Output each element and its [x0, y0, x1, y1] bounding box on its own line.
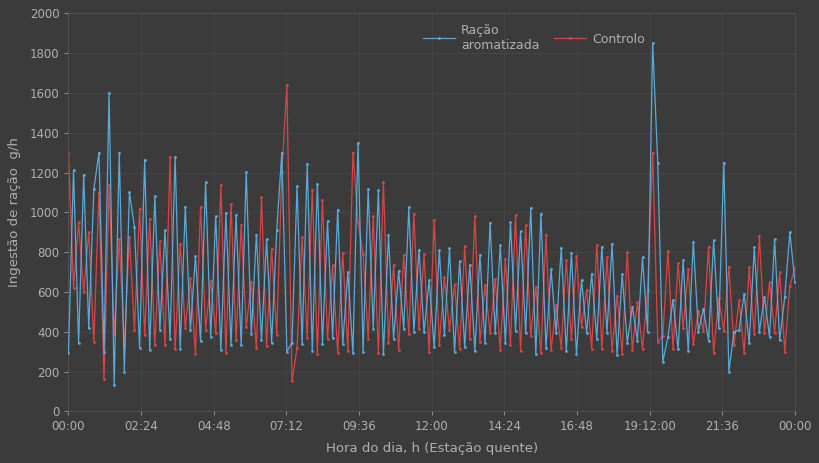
- Ração
aromatizada: [120, 369, 129, 374]
- Ração
aromatizada: [657, 359, 667, 364]
- Y-axis label: Ingestão de ração  g/h: Ingestão de ração g/h: [8, 138, 21, 287]
- Controlo: [789, 265, 799, 271]
- Ração
aromatizada: [175, 346, 185, 352]
- Line: Ração
aromatizada: Ração aromatizada: [67, 42, 795, 387]
- Line: Controlo: Controlo: [67, 84, 795, 383]
- Controlo: [591, 242, 601, 247]
- Controlo: [282, 82, 292, 88]
- Ração
aromatizada: [109, 382, 119, 388]
- Ração
aromatizada: [647, 40, 657, 46]
- Ração
aromatizada: [667, 297, 677, 303]
- Ração
aromatizada: [292, 183, 301, 189]
- Ração
aromatizada: [789, 279, 799, 285]
- Controlo: [667, 346, 677, 351]
- Ração
aromatizada: [586, 271, 596, 276]
- Controlo: [296, 234, 306, 239]
- Ração
aromatizada: [63, 350, 73, 356]
- Controlo: [287, 379, 296, 384]
- X-axis label: Hora do dia, h (Estação quente): Hora do dia, h (Estação quente): [325, 442, 537, 455]
- Controlo: [170, 346, 180, 352]
- Controlo: [63, 150, 73, 156]
- Controlo: [657, 333, 667, 338]
- Controlo: [114, 236, 124, 242]
- Legend: Ração
aromatizada, Controlo: Ração aromatizada, Controlo: [423, 24, 644, 51]
